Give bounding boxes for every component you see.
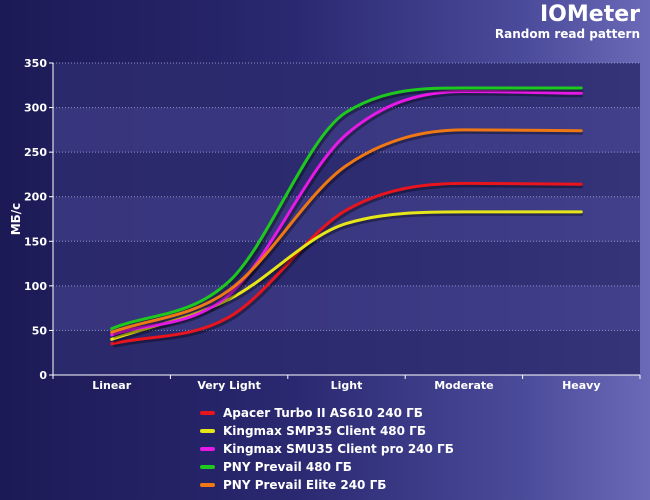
legend-label: PNY Prevail Elite 240 ГБ — [223, 478, 387, 492]
x-tick-label: Light — [331, 379, 363, 392]
series-line — [110, 86, 583, 331]
legend-item: Kingmax SMP35 Client 480 ГБ — [200, 422, 454, 440]
legend-swatch — [200, 483, 215, 487]
series-line — [110, 90, 583, 337]
x-tick-label: Very Light — [197, 379, 261, 392]
legend-label: Apacer Turbo II AS610 240 ГБ — [223, 406, 423, 420]
plot-band — [53, 196, 640, 242]
series-line — [110, 181, 583, 346]
chart-subtitle: Random read pattern — [494, 27, 640, 41]
series-1 — [110, 181, 583, 348]
plot-band — [53, 285, 640, 331]
x-tick-label: Moderate — [434, 379, 493, 392]
legend-label: Kingmax SMU35 Client pro 240 ГБ — [223, 442, 454, 456]
legend-swatch — [200, 465, 215, 469]
legend-label: Kingmax SMP35 Client 480 ГБ — [223, 424, 426, 438]
legend-swatch — [200, 429, 215, 433]
legend-swatch — [200, 447, 215, 451]
y-tick-label: 150 — [24, 235, 47, 248]
y-tick-label: 0 — [39, 369, 47, 382]
y-tick-label: 250 — [24, 146, 47, 159]
legend-label: PNY Prevail 480 ГБ — [223, 460, 352, 474]
y-tick-label: 300 — [24, 102, 47, 115]
y-tick-label: 100 — [24, 280, 47, 293]
series-4 — [110, 86, 583, 333]
plot-band — [53, 152, 640, 197]
y-tick-label: 50 — [32, 324, 48, 337]
y-tick-label: 350 — [24, 57, 47, 70]
y-tick-label: 200 — [24, 191, 47, 204]
series-5 — [110, 128, 583, 337]
legend: Apacer Turbo II AS610 240 ГБ Kingmax SMP3… — [200, 404, 454, 494]
series-line — [110, 128, 583, 334]
series-3 — [110, 90, 583, 339]
y-axis-label: МБ/с — [9, 203, 23, 236]
plot-band — [53, 330, 640, 375]
chart-title: IOMeter — [540, 2, 640, 27]
x-tick-label: Linear — [92, 379, 131, 392]
legend-item: PNY Prevail 480 ГБ — [200, 458, 454, 476]
series-line — [110, 210, 583, 341]
legend-swatch — [200, 411, 215, 415]
plot-band — [53, 63, 640, 108]
legend-item: PNY Prevail Elite 240 ГБ — [200, 476, 454, 494]
plot-band — [53, 241, 640, 286]
legend-item: Kingmax SMU35 Client pro 240 ГБ — [200, 440, 454, 458]
legend-item: Apacer Turbo II AS610 240 ГБ — [200, 404, 454, 422]
x-tick-label: Heavy — [562, 379, 600, 392]
